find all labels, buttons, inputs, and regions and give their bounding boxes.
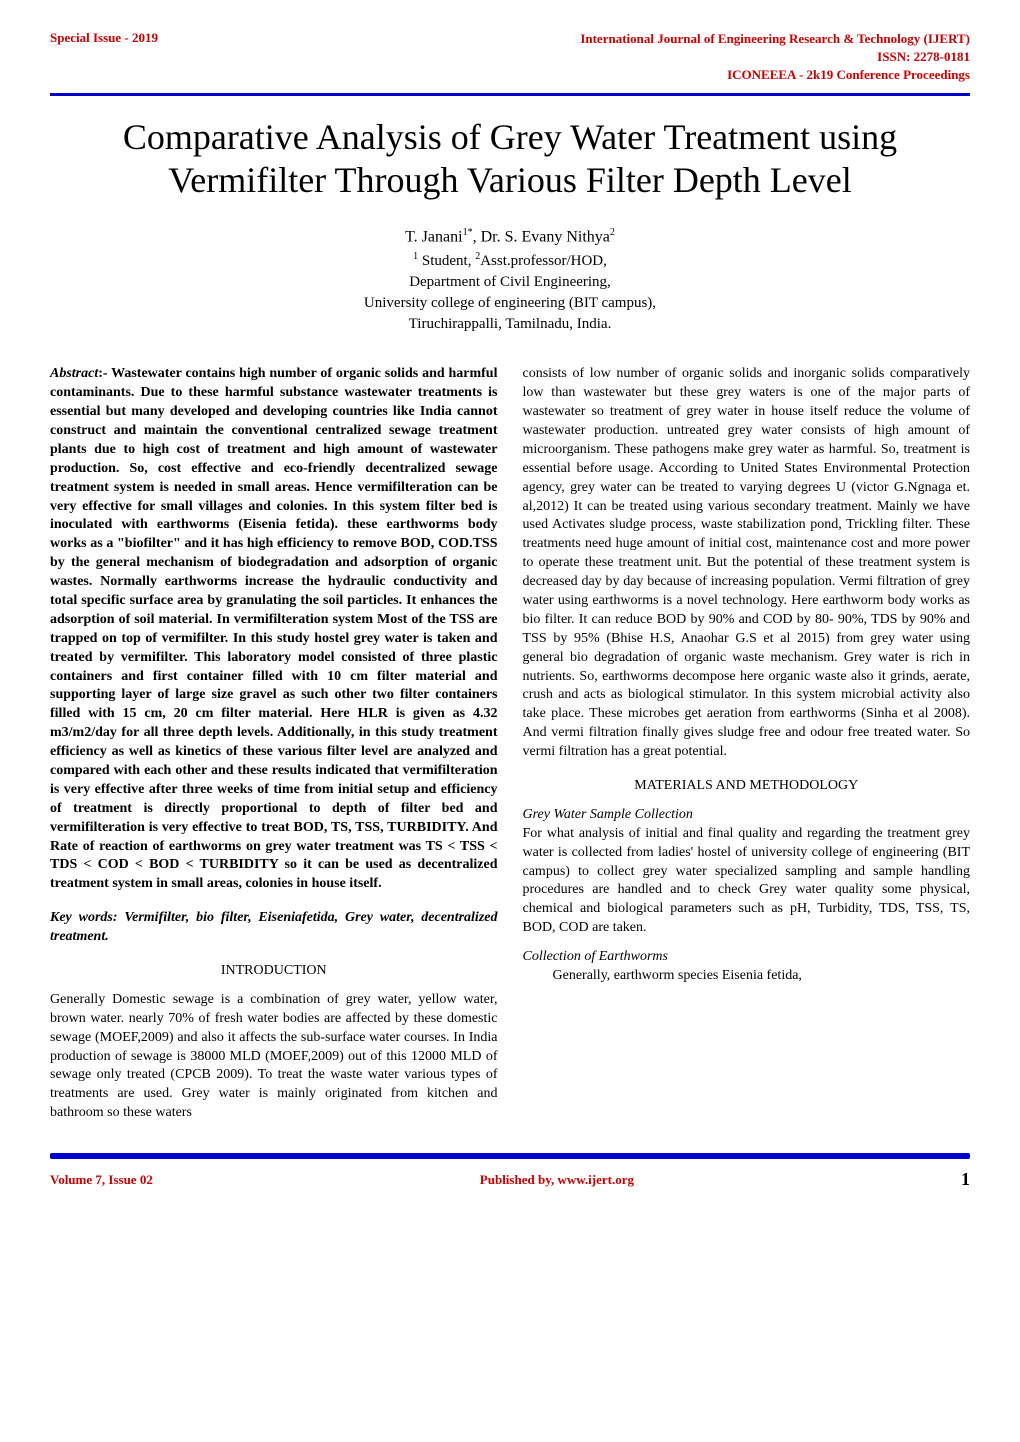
left-column: Abstract:- Wastewater contains high numb…	[50, 365, 498, 1123]
affiliation-dept: Department of Civil Engineering,	[50, 272, 970, 293]
abstract-label: Abstract	[50, 366, 98, 381]
author-1-sup: 1*	[463, 227, 473, 238]
affiliation-block: 1 Student, 2Asst.professor/HOD, Departme…	[50, 250, 970, 335]
page-number: 1	[961, 1169, 970, 1190]
abstract-para: Abstract:- Wastewater contains high numb…	[50, 365, 498, 894]
right-column: consists of low number of organic solids…	[523, 365, 971, 1123]
footer-row: Volume 7, Issue 02 Published by, www.ije…	[50, 1169, 970, 1190]
affiliation-loc: Tiruchirappalli, Tamilnadu, India.	[50, 314, 970, 335]
footer-divider	[50, 1153, 970, 1159]
earthworms-para: Generally, earthworm species Eisenia fet…	[523, 967, 971, 986]
author-2-sup: 2	[610, 227, 615, 238]
affiliation-univ: University college of engineering (BIT c…	[50, 293, 970, 314]
conference-label: ICONEEEA - 2k19 Conference Proceedings	[580, 66, 970, 84]
introduction-heading: INTRODUCTION	[50, 962, 498, 981]
affiliation-roles: 1 Student, 2Asst.professor/HOD,	[50, 250, 970, 272]
grey-water-para: For what analysis of initial and final q…	[523, 825, 971, 938]
author-sep: , Dr. S. Evany Nithya	[473, 228, 610, 245]
special-issue-label: Special Issue - 2019	[50, 30, 158, 46]
aff-role-2: Asst.professor/HOD,	[480, 253, 607, 269]
author-1: T. Janani	[405, 228, 462, 245]
header-row: Special Issue - 2019 International Journ…	[50, 30, 970, 85]
authors-line: T. Janani1*, Dr. S. Evany Nithya2	[50, 227, 970, 246]
content-columns: Abstract:- Wastewater contains high numb…	[50, 365, 970, 1123]
footer-publisher: Published by, www.ijert.org	[480, 1172, 634, 1188]
right-continuation-para: consists of low number of organic solids…	[523, 365, 971, 762]
issn-label: ISSN: 2278-0181	[580, 48, 970, 66]
materials-heading: MATERIALS AND METHODOLOGY	[523, 777, 971, 796]
journal-name: International Journal of Engineering Res…	[580, 30, 970, 48]
paper-title: Comparative Analysis of Grey Water Treat…	[50, 116, 970, 202]
abstract-text: :- Wastewater contains high number of or…	[50, 366, 498, 891]
grey-water-heading: Grey Water Sample Collection	[523, 806, 971, 825]
earthworms-heading: Collection of Earthworms	[523, 948, 971, 967]
keywords-para: Key words: Vermifilter, bio filter, Eise…	[50, 909, 498, 947]
header-right: International Journal of Engineering Res…	[580, 30, 970, 85]
aff-role-1: Student,	[418, 253, 475, 269]
footer-volume: Volume 7, Issue 02	[50, 1172, 153, 1188]
introduction-para: Generally Domestic sewage is a combinati…	[50, 991, 498, 1123]
header-divider	[50, 93, 970, 96]
